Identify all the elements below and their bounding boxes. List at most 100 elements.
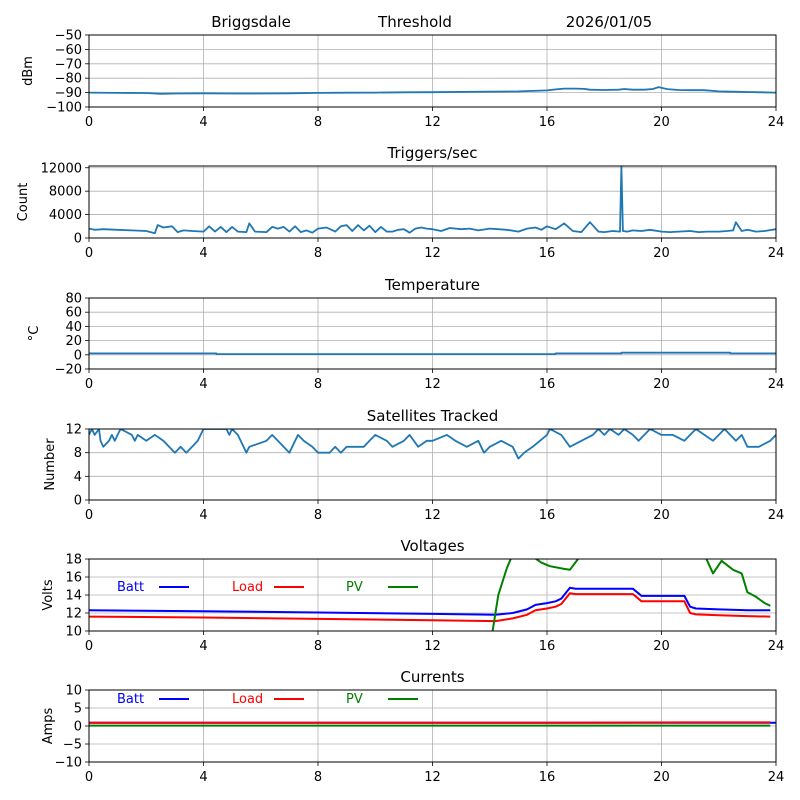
x-tick-label: 8: [314, 246, 322, 261]
x-tick-label: 8: [314, 508, 322, 523]
x-tick-label: 0: [85, 246, 93, 261]
x-tick-label: 24: [768, 508, 785, 523]
x-tick-label: 12: [424, 508, 441, 523]
x-tick-label: 20: [653, 639, 670, 654]
y-tick-label: 0: [74, 348, 82, 363]
x-tick-label: 4: [199, 770, 207, 785]
x-tick-label: 24: [768, 639, 785, 654]
y-axis-label: Volts: [41, 579, 56, 611]
x-tick-label: 24: [768, 115, 785, 130]
x-tick-label: 12: [424, 639, 441, 654]
y-tick-label: −10: [55, 756, 82, 771]
x-tick-label: 12: [424, 377, 441, 392]
panel-title: Voltages: [400, 537, 464, 555]
series-line-batt: [89, 586, 771, 616]
panel-title: Currents: [400, 668, 464, 686]
x-tick-label: 16: [539, 246, 556, 261]
y-tick-label: 8000: [49, 185, 82, 200]
x-tick-label: 0: [85, 115, 93, 130]
series-line-satellites: [89, 429, 776, 460]
legend-label-load: Load: [232, 692, 263, 707]
x-tick-label: 8: [314, 115, 322, 130]
x-tick-label: 12: [424, 770, 441, 785]
axes-frame: [88, 34, 777, 108]
panel-triggers: 0 4 8 12 16 20 24 0 4000 8000 12000 Triggers/sec Cou…: [16, 144, 784, 261]
y-axis-label: Number: [43, 438, 58, 491]
x-tick-label: 8: [314, 639, 322, 654]
x-tick-label: 4: [199, 639, 207, 654]
y-tick-label: 18: [65, 553, 82, 568]
y-tick-label: 0: [74, 232, 82, 247]
x-tick-label: 8: [314, 770, 322, 785]
panel-title: Triggers/sec: [387, 144, 478, 162]
panel-satellites: 0 4 8 12 16 20 24 0 4 8 12 Satellites Tracked Number: [43, 407, 784, 523]
x-tick-label: 24: [768, 770, 785, 785]
y-tick-label: 0: [74, 720, 82, 735]
series-line-pv: [491, 559, 771, 631]
y-tick-label: −100: [46, 101, 82, 116]
y-tick-label: 10: [65, 684, 82, 699]
y-tick-label: −20: [55, 363, 82, 378]
x-tick-label: 20: [653, 508, 670, 523]
x-tick-label: 4: [199, 246, 207, 261]
axes-frame: [88, 165, 777, 239]
x-tick-label: 12: [424, 246, 441, 261]
y-tick-label: −70: [55, 57, 82, 72]
x-tick-label: 4: [199, 115, 207, 130]
y-tick-label: 80: [65, 292, 82, 307]
axes-frame: [88, 428, 777, 501]
y-tick-label: 0: [74, 494, 82, 509]
y-tick-label: 12: [65, 607, 82, 622]
y-tick-label: 8: [74, 446, 82, 461]
axes-frame: [88, 558, 777, 632]
y-axis-label: dBm: [21, 56, 36, 86]
x-tick-label: 16: [539, 508, 556, 523]
date-title: 2026/01/05: [566, 13, 652, 31]
x-tick-label: 20: [653, 115, 670, 130]
x-tick-label: 16: [539, 639, 556, 654]
y-axis-label: Amps: [41, 707, 56, 744]
x-tick-label: 8: [314, 377, 322, 392]
x-tick-label: 16: [539, 770, 556, 785]
x-tick-label: 0: [85, 508, 93, 523]
panel-title: Temperature: [384, 276, 480, 294]
y-axis-label: Count: [16, 183, 31, 222]
threshold-title: Threshold: [377, 13, 452, 31]
y-tick-label: 12: [65, 423, 82, 438]
x-tick-label: 16: [539, 377, 556, 392]
y-tick-label: 12000: [41, 161, 82, 176]
panel-title: Satellites Tracked: [367, 407, 498, 425]
y-tick-label: −80: [55, 72, 82, 87]
series-line-load: [89, 592, 771, 623]
y-tick-label: 40: [65, 320, 82, 335]
y-tick-label: 60: [65, 306, 82, 321]
x-tick-label: 20: [653, 246, 670, 261]
series-line-triggers: [89, 166, 776, 235]
panel-voltages: 0 4 8 12 16 20 24 10 12 14 16 18 Voltages Volts Batt Lo…: [41, 537, 784, 654]
y-axis-label: °C: [27, 326, 42, 342]
x-tick-label: 20: [653, 770, 670, 785]
x-tick-label: 0: [85, 770, 93, 785]
legend-label-batt: Batt: [117, 692, 144, 707]
x-tick-label: 4: [199, 508, 207, 523]
panel-threshold: 0 4 8 12 16 20 24 −100−90−80−70−60−50 dBm: [21, 29, 784, 131]
y-tick-label: 20: [65, 334, 82, 349]
legend-label-pv: PV: [346, 692, 363, 707]
x-tick-label: 12: [424, 115, 441, 130]
panel-currents: 0 4 8 12 16 20 24 −10 −5 0 5 10 Currents Amps Batt Load…: [41, 668, 784, 785]
legend-label-batt: Batt: [117, 580, 144, 595]
y-tick-label: 10: [65, 625, 82, 640]
y-tick-label: 16: [65, 571, 82, 586]
x-tick-label: 24: [768, 246, 785, 261]
y-tick-label: 14: [65, 589, 82, 604]
y-tick-label: −60: [55, 43, 82, 58]
x-tick-label: 20: [653, 377, 670, 392]
y-tick-label: 4: [74, 470, 82, 485]
station-title: Briggsdale: [211, 13, 291, 31]
axes-frame: [88, 689, 777, 763]
x-tick-label: 0: [85, 639, 93, 654]
y-tick-label: −90: [55, 86, 82, 101]
y-tick-label: 4000: [49, 208, 82, 223]
